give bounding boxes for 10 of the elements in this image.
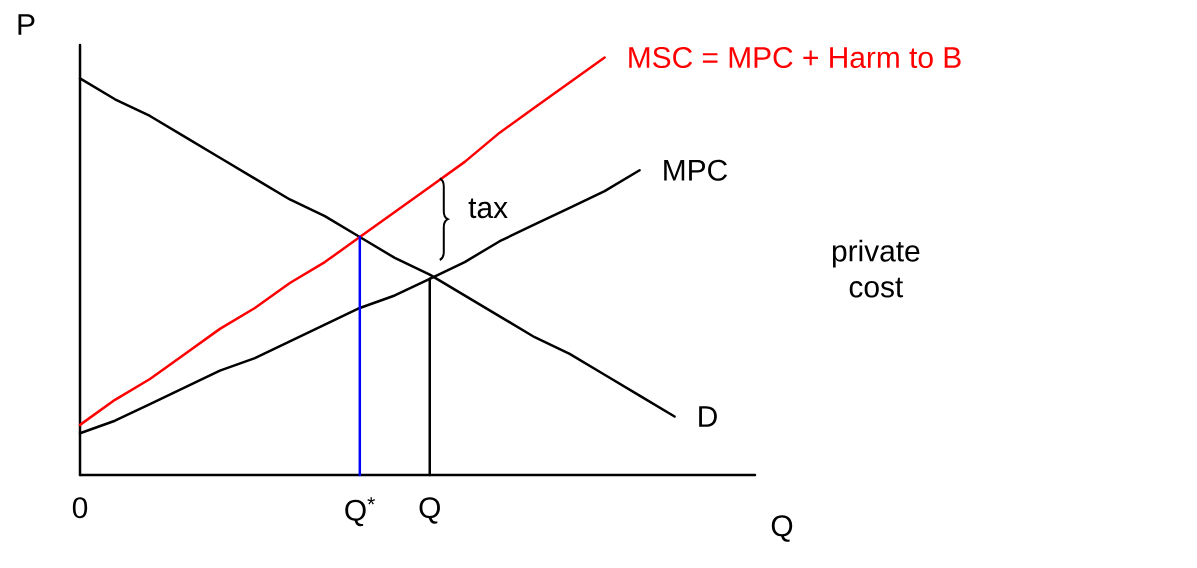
y-axis-title: P xyxy=(18,14,35,35)
x-tick-label: 0 xyxy=(72,497,88,519)
series-label: D xyxy=(699,406,717,427)
x-tick-label: Q xyxy=(419,497,440,524)
x-axis-title: Q xyxy=(771,515,793,542)
text: private cost xyxy=(832,239,920,298)
x-tick-label: Q$^{*}$ xyxy=(345,497,375,527)
annotation: tax xyxy=(468,198,508,219)
series-label: MSC = MPC + Harm to B xyxy=(629,46,961,69)
series-label: MPC xyxy=(664,159,728,181)
